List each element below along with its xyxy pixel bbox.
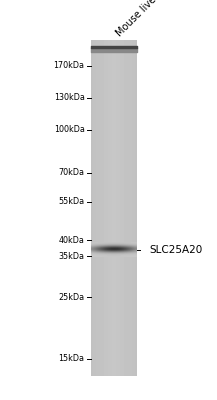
Text: 25kDa: 25kDa — [59, 292, 85, 302]
Text: 130kDa: 130kDa — [54, 94, 85, 102]
Text: 15kDa: 15kDa — [59, 354, 85, 363]
Text: 170kDa: 170kDa — [54, 61, 85, 70]
Text: Mouse liver: Mouse liver — [114, 0, 161, 38]
Text: 100kDa: 100kDa — [54, 125, 85, 134]
Text: 70kDa: 70kDa — [59, 168, 85, 177]
Text: 40kDa: 40kDa — [59, 236, 85, 245]
Text: 55kDa: 55kDa — [59, 197, 85, 206]
Text: SLC25A20: SLC25A20 — [150, 245, 203, 255]
Text: 35kDa: 35kDa — [59, 252, 85, 261]
